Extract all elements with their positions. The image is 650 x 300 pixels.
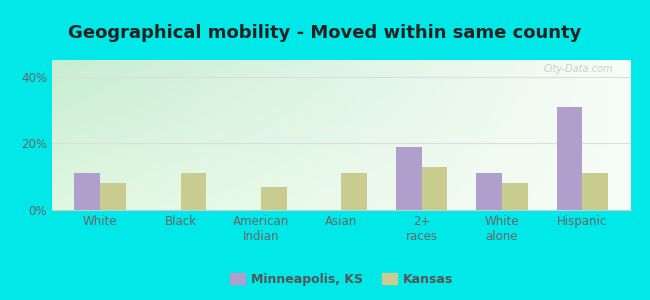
Bar — [100, 183, 126, 210]
Bar — [181, 173, 206, 210]
Bar — [261, 187, 287, 210]
Legend: Minneapolis, KS, Kansas: Minneapolis, KS, Kansas — [224, 268, 458, 291]
Bar — [422, 167, 447, 210]
Text: Geographical mobility - Moved within same county: Geographical mobility - Moved within sam… — [68, 24, 582, 42]
Bar — [502, 183, 528, 210]
Bar — [75, 173, 100, 210]
Text: City-Data.com: City-Data.com — [543, 64, 613, 74]
Bar — [341, 173, 367, 210]
Bar — [476, 173, 502, 210]
Bar — [396, 147, 422, 210]
Bar — [582, 173, 608, 210]
Bar — [556, 107, 582, 210]
